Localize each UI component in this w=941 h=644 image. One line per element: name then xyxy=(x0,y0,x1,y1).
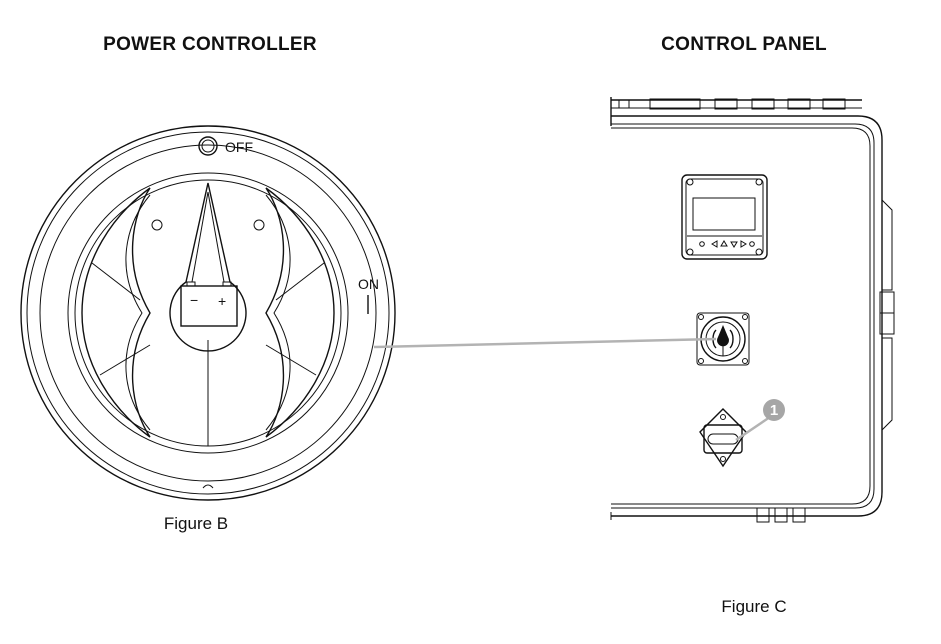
meter-button-1 xyxy=(699,241,705,247)
power-controller-title: POWER CONTROLLER xyxy=(103,34,317,55)
bottom-clip-2 xyxy=(774,507,788,523)
mini-knob-pointer xyxy=(717,325,729,347)
mini-right-lobe xyxy=(729,329,734,349)
enclosure-lip xyxy=(611,127,871,505)
off-label: OFF xyxy=(225,139,253,155)
meter-screw-bl xyxy=(686,248,694,256)
bottom-notch xyxy=(202,484,214,489)
right-grip-contour xyxy=(265,194,291,431)
right-hinge-lower xyxy=(881,337,893,431)
callout-1-badge xyxy=(763,399,785,421)
rotary-knob-pointer xyxy=(169,182,247,352)
top-clip-6 xyxy=(822,98,846,110)
figure-b-caption: Figure B xyxy=(164,514,228,533)
controller-body-ring xyxy=(39,144,377,482)
enclosure-outline xyxy=(611,115,883,517)
meter-button-right-icon xyxy=(740,240,747,248)
display-meter-bezel xyxy=(685,178,764,256)
left-lobe-bolt xyxy=(151,219,163,231)
meter-screw-br xyxy=(755,248,763,256)
meter-button-2 xyxy=(749,241,755,247)
meter-button-up-icon xyxy=(720,240,728,247)
breaker-screw-bottom xyxy=(720,456,726,462)
mini-screw-br xyxy=(742,358,748,364)
display-meter-housing xyxy=(681,174,768,260)
control-panel-figure xyxy=(610,97,895,523)
mini-screw-tl xyxy=(698,314,704,320)
right-grip-lobe xyxy=(265,187,335,438)
left-grip-lobe xyxy=(81,187,151,438)
top-clip-2 xyxy=(649,98,701,110)
meter-lcd-screen xyxy=(692,197,756,231)
breaker-screw-top xyxy=(720,414,726,420)
battery-minus: − xyxy=(190,292,198,308)
control-panel-title: CONTROL PANEL xyxy=(661,34,827,55)
spoke-upper-left xyxy=(91,262,141,301)
battery-terminal-pos xyxy=(222,281,232,287)
battery-plus: + xyxy=(218,293,226,309)
bottom-clip-3 xyxy=(792,507,806,523)
battery-terminal-neg xyxy=(186,281,196,287)
enclosure-inner-outline xyxy=(611,123,875,509)
right-hinge-upper xyxy=(881,199,893,291)
spoke-lower-left xyxy=(99,344,151,376)
right-lobe-bolt xyxy=(253,219,265,231)
pointer-edge-right xyxy=(207,191,225,283)
mini-screw-bl xyxy=(698,358,704,364)
battery-icon xyxy=(180,285,238,327)
meter-button-down-icon xyxy=(730,241,738,248)
top-clip-3 xyxy=(714,98,738,110)
meter-screw-tr xyxy=(755,178,763,186)
spoke-lower-right xyxy=(265,344,317,376)
top-clip-4 xyxy=(751,98,775,110)
top-clip-1 xyxy=(618,99,630,109)
meter-screw-tl xyxy=(686,178,694,186)
meter-button-left-icon xyxy=(711,240,718,248)
pointer-edge-left xyxy=(191,191,209,283)
spoke-upper-right xyxy=(275,262,325,301)
controller-outer-ring-inner xyxy=(26,131,390,495)
breaker-reset-lever xyxy=(707,433,739,445)
top-clip-5 xyxy=(787,98,811,110)
figure-c-caption: Figure C xyxy=(721,597,786,616)
bottom-clip-1 xyxy=(756,507,770,523)
power-controller-figure: OFF ON − + xyxy=(20,125,396,501)
mini-screw-tr xyxy=(742,314,748,320)
callout-1-leader xyxy=(735,415,771,442)
off-indicator-hole-inner xyxy=(201,139,215,153)
leader-line-controller xyxy=(373,337,717,349)
controller-outer-ring xyxy=(20,125,396,501)
on-label: ON xyxy=(358,276,379,292)
breaker-body xyxy=(703,424,743,454)
controller-face-ring xyxy=(67,172,349,454)
callout-1-number: 1 xyxy=(770,402,778,419)
off-indicator-hole xyxy=(198,136,218,156)
left-grip-contour xyxy=(125,194,151,431)
